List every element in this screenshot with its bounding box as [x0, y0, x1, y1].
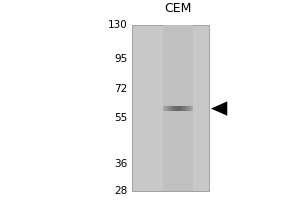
Bar: [178, 106, 179, 111]
Bar: [167, 106, 168, 111]
Bar: [188, 106, 189, 111]
Bar: [183, 106, 184, 111]
Bar: [192, 106, 193, 111]
Bar: [191, 106, 192, 111]
Bar: [169, 106, 170, 111]
Bar: [177, 106, 178, 111]
Bar: [173, 106, 174, 111]
Bar: [176, 106, 177, 111]
Bar: [166, 106, 167, 111]
Bar: [169, 106, 170, 111]
Bar: [185, 106, 186, 111]
Bar: [168, 106, 169, 111]
Text: 36: 36: [115, 159, 128, 169]
Bar: [187, 106, 188, 111]
Bar: [190, 106, 191, 111]
Bar: [184, 106, 185, 111]
Bar: [172, 106, 173, 111]
Bar: [181, 106, 182, 111]
Bar: [164, 25, 193, 191]
Text: 95: 95: [115, 54, 128, 64]
Bar: [165, 106, 166, 111]
Bar: [164, 106, 165, 111]
Bar: [171, 106, 172, 111]
Text: 55: 55: [115, 113, 128, 123]
Bar: [132, 25, 209, 191]
Text: 130: 130: [108, 20, 128, 30]
Bar: [170, 106, 171, 111]
Bar: [182, 106, 183, 111]
Bar: [179, 106, 180, 111]
Bar: [180, 106, 181, 111]
Bar: [174, 106, 175, 111]
Bar: [186, 106, 187, 111]
Text: CEM: CEM: [164, 2, 192, 15]
Text: 72: 72: [115, 84, 128, 94]
Bar: [189, 106, 190, 111]
Polygon shape: [211, 101, 227, 116]
Text: 28: 28: [115, 186, 128, 196]
